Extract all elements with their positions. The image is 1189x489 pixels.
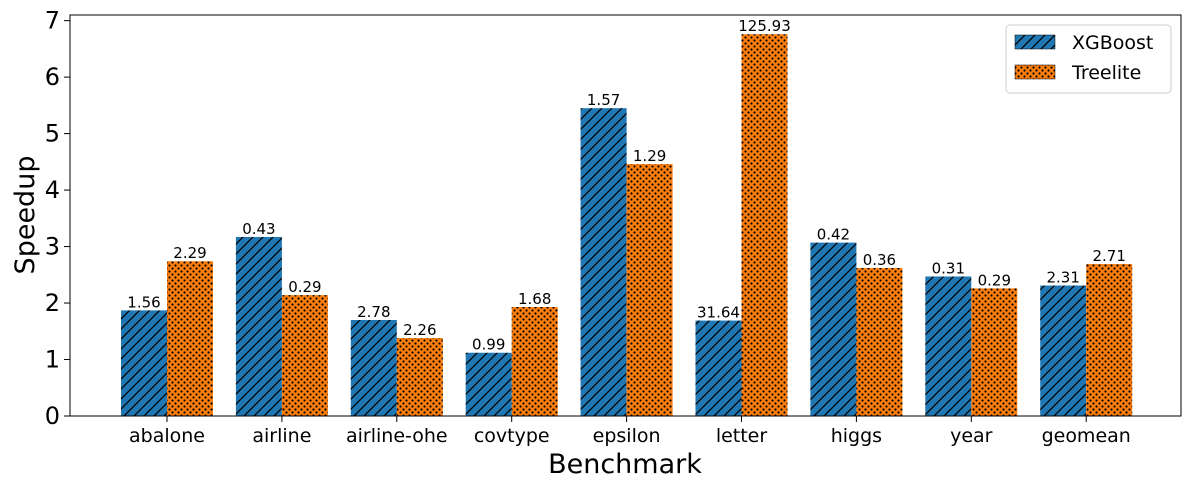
- bar-xgboost-year: [925, 276, 972, 416]
- bar-treelite-covtype: [511, 306, 558, 416]
- bar-xgboost-airline-ohe: [350, 319, 397, 416]
- bar-treelite-letter: [741, 34, 788, 416]
- bar-xgboost-abalone: [121, 310, 167, 416]
- bar-value-label: 1.56: [127, 293, 160, 311]
- bar-value-label: 2.31: [1046, 269, 1079, 287]
- bar-xgboost-letter: [695, 320, 742, 416]
- bar-value-label: 2.71: [1092, 247, 1125, 265]
- y-tick-label: 6: [45, 63, 60, 91]
- bar-treelite-year: [971, 288, 1018, 416]
- bar-value-label: 2.78: [357, 303, 390, 321]
- bar-value-label: 2.29: [173, 244, 206, 262]
- bar-value-label: 0.43: [242, 220, 275, 238]
- x-tick-label: airline-ohe: [346, 425, 448, 447]
- legend-label-treelite: Treelite: [1071, 62, 1141, 84]
- x-tick-label: abalone: [129, 425, 205, 447]
- x-axis-label: Benchmark: [548, 449, 702, 480]
- x-tick-label: letter: [716, 425, 768, 447]
- legend-label-xgboost: XGBoost: [1072, 32, 1153, 54]
- x-tick-label: epsilon: [593, 425, 661, 447]
- bar-treelite-higgs: [856, 268, 903, 416]
- bar-value-label: 0.99: [472, 336, 505, 354]
- bar-treelite-airline: [281, 295, 328, 416]
- bar-value-label: 1.68: [518, 290, 551, 308]
- x-tick-label: year: [950, 425, 993, 447]
- x-tick-label: geomean: [1042, 425, 1131, 447]
- bar-value-label: 0.36: [863, 251, 896, 269]
- bar-xgboost-covtype: [465, 352, 512, 416]
- bar-treelite-epsilon: [626, 164, 673, 416]
- y-tick-label: 2: [45, 289, 60, 317]
- x-tick-label: airline: [252, 425, 311, 447]
- bar-treelite-abalone: [167, 261, 213, 416]
- legend-swatch-xgboost: [1014, 34, 1056, 50]
- plot-frame: [69, 14, 1182, 417]
- bar-value-label: 0.31: [932, 259, 965, 277]
- bar-value-label: 0.29: [978, 271, 1011, 289]
- legend-swatch-treelite: [1014, 64, 1056, 80]
- bar-value-label: 0.42: [817, 226, 850, 244]
- y-tick-label: 0: [45, 402, 60, 430]
- legend: XGBoost Treelite: [1005, 24, 1172, 94]
- y-tick-label: 3: [45, 233, 60, 261]
- bar-value-label: 0.29: [288, 278, 321, 296]
- bar-xgboost-airline: [235, 236, 282, 416]
- y-tick-label: 1: [45, 346, 60, 374]
- y-tick-label: 7: [45, 7, 60, 35]
- bar-treelite-geomean: [1086, 264, 1133, 416]
- bar-value-label: 31.64: [697, 304, 740, 322]
- x-tick-label: higgs: [831, 425, 882, 447]
- y-tick-label: 5: [45, 120, 60, 148]
- bar-xgboost-geomean: [1040, 285, 1087, 416]
- bar-value-label: 1.57: [587, 91, 620, 109]
- bar-xgboost-higgs: [810, 242, 857, 416]
- bar-treelite-airline-ohe: [396, 338, 443, 416]
- bar-value-label: 125.93: [738, 17, 791, 35]
- bar-value-label: 1.29: [633, 147, 666, 165]
- x-tick-label: covtype: [474, 425, 550, 447]
- y-axis-label: Speedup: [10, 156, 41, 275]
- y-tick-label: 4: [45, 176, 60, 204]
- bar-xgboost-epsilon: [580, 108, 627, 417]
- bar-value-label: 2.26: [403, 321, 436, 339]
